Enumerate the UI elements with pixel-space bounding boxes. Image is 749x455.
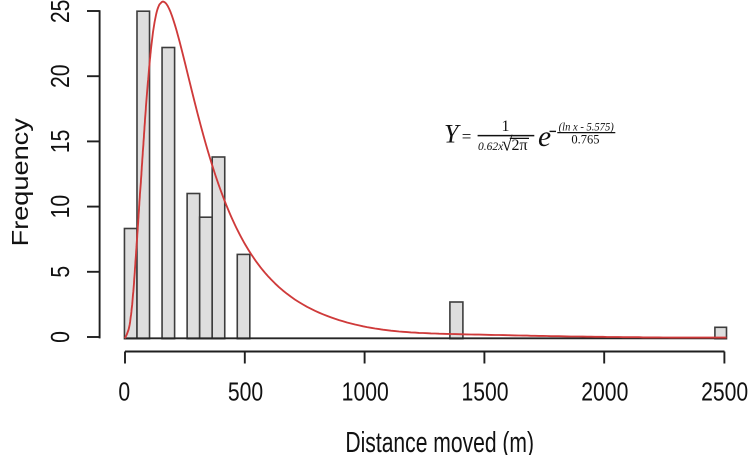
svg-text:Distance moved (m): Distance moved (m) xyxy=(345,427,534,455)
svg-text:25: 25 xyxy=(46,0,74,23)
svg-text:2500: 2500 xyxy=(701,378,748,406)
svg-text:1500: 1500 xyxy=(461,378,508,406)
svg-text:10: 10 xyxy=(46,195,74,219)
svg-text:1000: 1000 xyxy=(342,378,389,406)
svg-text:500: 500 xyxy=(228,378,263,406)
svg-text:0.765: 0.765 xyxy=(571,132,599,146)
svg-text:Y: Y xyxy=(444,120,461,149)
svg-text:2000: 2000 xyxy=(581,378,628,406)
svg-text:15: 15 xyxy=(46,130,74,154)
svg-text:1: 1 xyxy=(502,118,510,135)
svg-text:0.62x: 0.62x xyxy=(478,141,504,153)
svg-text:0: 0 xyxy=(118,378,130,406)
svg-text:√: √ xyxy=(502,134,513,156)
svg-text:20: 20 xyxy=(46,64,74,88)
svg-text:Frequency: Frequency xyxy=(8,118,34,247)
svg-text:2π: 2π xyxy=(512,137,528,154)
svg-text:(ln x - 5.575): (ln x - 5.575) xyxy=(559,121,614,134)
svg-text:0: 0 xyxy=(46,331,74,343)
svg-text:e: e xyxy=(538,121,551,153)
svg-text:5: 5 xyxy=(46,266,74,278)
svg-text:=: = xyxy=(462,127,472,146)
